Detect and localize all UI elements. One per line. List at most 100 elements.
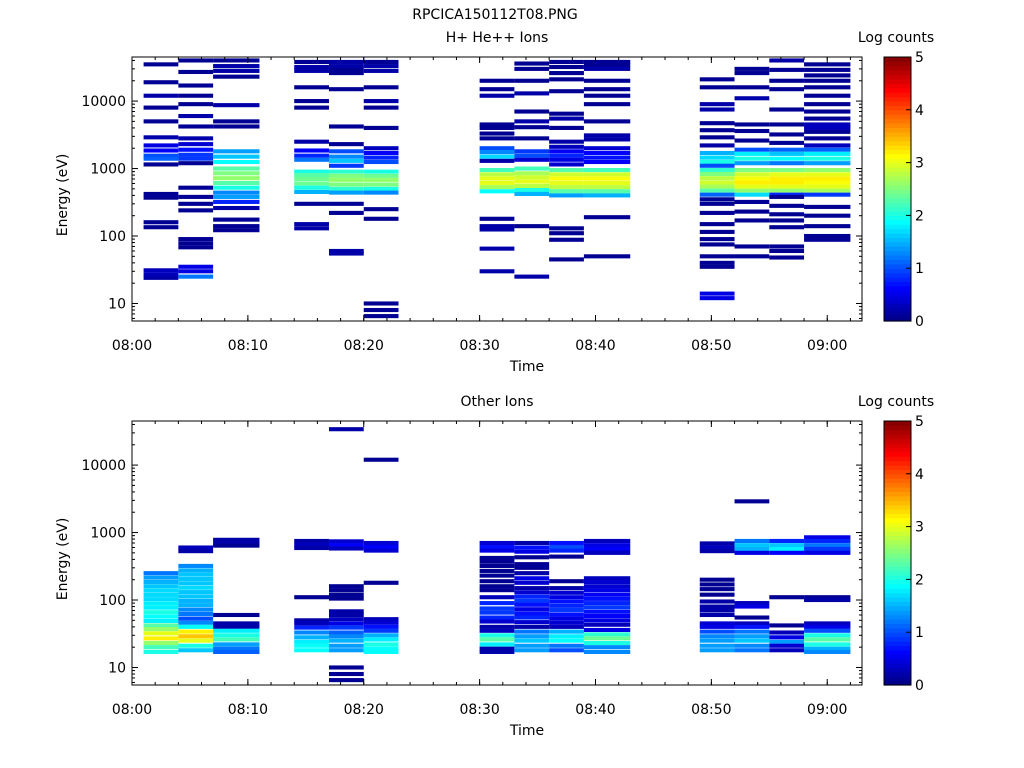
heatmap-cell — [514, 581, 549, 585]
colorbar-segment — [884, 308, 911, 313]
colorbar-tick-label: 4 — [915, 467, 924, 483]
heatmap-cell — [804, 73, 850, 77]
colorbar-segment — [884, 535, 911, 540]
heatmap-cell — [549, 257, 584, 261]
heatmap-cell — [584, 584, 630, 588]
heatmap-cell — [144, 143, 179, 147]
heatmap-cell — [364, 308, 399, 312]
heatmap-cell — [804, 625, 850, 629]
colorbar-segment — [884, 259, 911, 264]
heatmap-cell — [804, 185, 850, 189]
heatmap-cell — [514, 590, 549, 594]
heatmap-cell — [700, 211, 735, 215]
heatmap-cell — [549, 238, 584, 242]
heatmap-cell — [549, 140, 584, 144]
heatmap-cell — [700, 587, 735, 591]
heatmap-cell — [584, 133, 630, 137]
colorbar-segment — [884, 88, 911, 93]
x-tick-label: 08:00 — [112, 338, 152, 354]
spectrogram-figure: RPCICA150112T08.PNG H+ He++ Ions Log coun… — [0, 0, 1024, 768]
heatmap-cell — [804, 148, 850, 152]
heatmap-cell — [294, 546, 329, 550]
heatmap-cell — [480, 94, 515, 98]
heatmap-cell — [364, 581, 399, 585]
heatmap-cell — [700, 549, 735, 553]
heatmap-cell — [178, 265, 213, 269]
heatmap-cell — [480, 155, 515, 159]
y-tick-label: 10 — [108, 296, 126, 312]
heatmap-cell — [329, 211, 364, 215]
y-axis-label: Energy (eV) — [55, 154, 71, 237]
heatmap-cell — [549, 112, 584, 116]
heatmap-cell — [514, 555, 549, 559]
colorbar-segment — [884, 606, 911, 611]
heatmap-cell — [769, 180, 804, 184]
heatmap-cell — [480, 172, 515, 176]
heatmap-cell — [294, 644, 329, 648]
colorbar-segment — [884, 443, 911, 448]
colorbar-tick-label: 0 — [915, 314, 924, 330]
heatmap-cell — [514, 79, 549, 83]
heatmap-cell — [735, 161, 770, 165]
heatmap-cell — [364, 625, 399, 629]
heatmap-cell — [700, 648, 735, 652]
heatmap-cell — [329, 170, 364, 174]
colorbar-segment — [884, 185, 911, 190]
heatmap-cell — [804, 637, 850, 641]
heatmap-cell — [329, 60, 364, 64]
heatmap-cell — [480, 79, 515, 83]
heatmap-cell — [144, 580, 179, 584]
colorbar-segment — [884, 303, 911, 308]
heatmap-cell — [178, 648, 213, 652]
heatmap-cell — [294, 65, 329, 69]
heatmap-cell — [364, 545, 399, 549]
heatmap-cell — [329, 539, 364, 543]
heatmap-cell — [769, 157, 804, 161]
heatmap-cell — [584, 623, 630, 627]
heatmap-cell — [144, 192, 179, 196]
x-tick-label: 09:00 — [807, 338, 847, 354]
heatmap-cell — [700, 639, 735, 643]
colorbar-segment — [884, 97, 911, 102]
colorbar-segment — [884, 299, 911, 304]
x-tick-label: 08:40 — [575, 338, 615, 354]
heatmap-cell — [549, 639, 584, 643]
heatmap-cell — [804, 172, 850, 176]
colorbar-segment — [884, 246, 911, 251]
colorbar-segment — [884, 136, 911, 141]
heatmap-cell — [364, 170, 399, 174]
colorbar-segment — [884, 220, 911, 225]
colorbar-segment — [884, 268, 911, 273]
heatmap-cells — [144, 58, 851, 318]
colorbar-segment — [884, 593, 911, 598]
colorbar-segment — [884, 273, 911, 278]
heatmap-cell — [213, 103, 259, 107]
heatmap-cell — [735, 244, 770, 248]
heatmap-cell — [584, 539, 630, 543]
colorbar-segment — [884, 654, 911, 659]
colorbar-segment — [884, 207, 911, 212]
colorbar-segment — [884, 180, 911, 185]
heatmap-cell — [700, 185, 735, 189]
heatmap-cell — [294, 202, 329, 206]
colorbar-segment — [884, 119, 911, 124]
heatmap-cell — [178, 157, 213, 161]
colorbar-segment — [884, 584, 911, 589]
heatmap-cell — [769, 212, 804, 216]
heatmap-cell — [364, 60, 399, 64]
heatmap-cell — [549, 77, 584, 81]
heatmap-cell — [700, 85, 735, 89]
heatmap-cell — [329, 621, 364, 625]
heatmap-cell — [514, 634, 549, 638]
heatmap-cell — [735, 200, 770, 204]
heatmap-cell — [178, 161, 213, 165]
heatmap-cell — [144, 584, 179, 588]
heatmap-cell — [294, 173, 329, 177]
heatmap-cell — [294, 595, 329, 599]
heatmap-cell — [144, 593, 179, 597]
heatmap-cell — [294, 190, 329, 194]
heatmap-cell — [480, 217, 515, 221]
heatmap-cell — [804, 117, 850, 121]
heatmap-cell — [213, 171, 259, 175]
heatmap-cell — [700, 160, 735, 164]
